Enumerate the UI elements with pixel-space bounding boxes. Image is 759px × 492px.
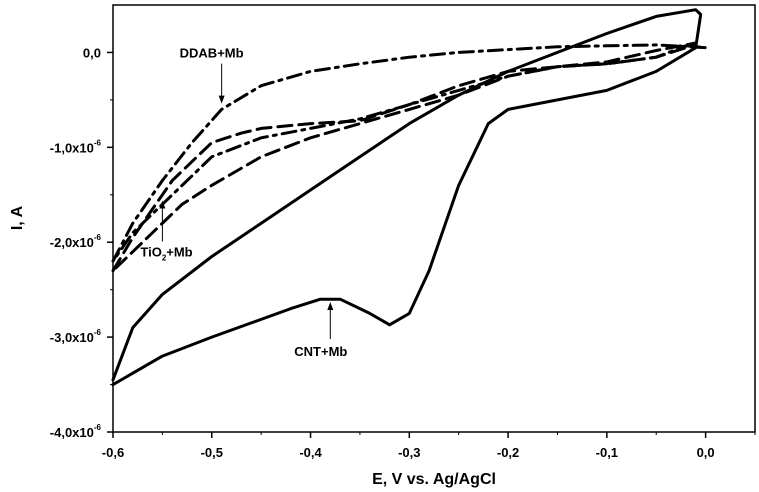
x-tick-label: -0,3 — [398, 445, 420, 460]
x-tick-label: -0,6 — [102, 445, 124, 460]
x-axis: -0,6 -0,5 -0,4 -0,3 -0,2 -0,1 0,0 — [102, 432, 756, 460]
y-tick-label: 0,0 — [83, 45, 101, 60]
annotation-tio2-mb: TiO2+Mb — [140, 245, 192, 263]
annotation-tio2-tail: +Mb — [166, 245, 192, 260]
series-line-1 — [111, 43, 708, 263]
annotation-arrowhead-tio2 — [159, 200, 166, 209]
x-tick-label: -0,2 — [497, 445, 519, 460]
plot-frame — [112, 4, 756, 433]
annotation-tio2-main: TiO — [140, 245, 161, 260]
y-tick-label: -4,0x10-6 — [50, 423, 102, 440]
series-layer — [111, 8, 708, 387]
series-line-2 — [111, 41, 698, 273]
y-tick-label: -2,0x10-6 — [50, 233, 102, 250]
y-tick-mantissa: -4,0x10 — [50, 425, 94, 440]
annotation-ddab-mb: DDAB+Mb — [180, 46, 244, 61]
y-tick-mantissa: -3,0x10 — [50, 330, 94, 345]
y-tick-exponent: -6 — [94, 423, 102, 432]
x-tick-label: -0,1 — [596, 445, 618, 460]
y-tick-exponent: -6 — [94, 328, 102, 337]
annotation-layer: DDAB+Mb TiO2+Mb CNT+Mb — [140, 46, 347, 359]
series-line-0 — [111, 8, 703, 387]
x-tick-label: -0,4 — [299, 445, 322, 460]
x-tick-label: 0,0 — [697, 445, 715, 460]
annotation-arrowhead-cnt — [327, 302, 334, 311]
y-tick-mantissa: 0,0 — [83, 45, 101, 60]
y-tick-mantissa: -2,0x10 — [50, 235, 94, 250]
y-tick-label: -1,0x10-6 — [50, 138, 102, 155]
y-tick-label: -3,0x10-6 — [50, 328, 102, 345]
y-tick-exponent: -6 — [94, 233, 102, 242]
annotation-arrowhead-ddab — [218, 95, 225, 104]
y-axis: 0,0-1,0x10-6-2,0x10-6-3,0x10-6-4,0x10-6 — [50, 45, 113, 440]
x-tick-label: -0,5 — [201, 445, 223, 460]
y-tick-exponent: -6 — [94, 138, 102, 147]
y-axis-title: I, A — [9, 205, 26, 230]
x-axis-title: E, V vs. Ag/AgCl — [372, 471, 496, 488]
y-tick-mantissa: -1,0x10 — [50, 140, 94, 155]
annotation-cnt-mb: CNT+Mb — [294, 344, 347, 359]
annotation-tio2-sub: 2 — [162, 254, 167, 263]
